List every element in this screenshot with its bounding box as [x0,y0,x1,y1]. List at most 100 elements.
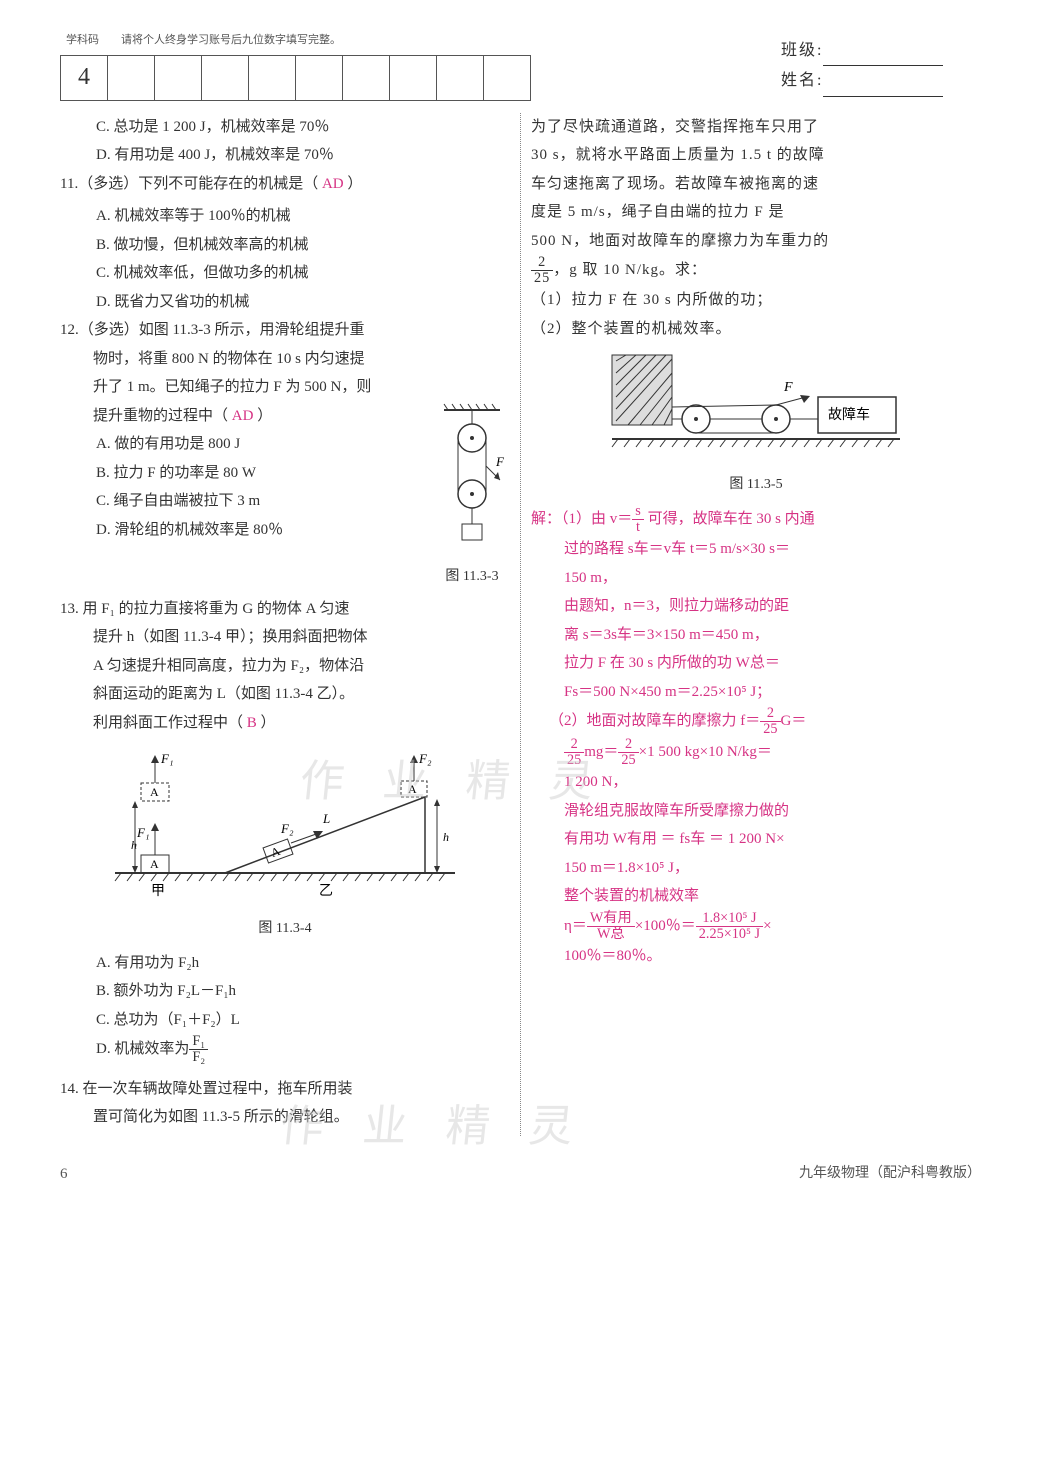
book-title: 九年级物理（配沪科粤教版） [799,1161,981,1188]
sol-l5: 离 s＝3s车＝3×150 m＝450 m， [531,621,981,650]
q11-answer: AD [318,176,347,192]
id-boxes: 4 [60,55,761,101]
sol-l11: 滑轮组克服故障车所受摩擦力做的 [531,797,981,826]
q12: 12.（多选）如图 11.3-3 所示，用滑轮组提升重 物时，将重 800 N … [60,316,510,591]
sol-l14: 整个装置的机械效率 [531,882,981,911]
incline-svg: A F₁ A F₁ h 甲 A F₂ [105,743,465,903]
id-area: 学科码 请将个人终身学习账号后九位数字填写完整。 4 [60,30,761,101]
svg-text:故障车: 故障车 [828,406,870,423]
q11-opt-b: B. 做功慢，但机械效率高的机械 [60,231,510,260]
svg-text:L: L [322,811,330,826]
id-box [389,55,437,101]
columns: C. 总功是 1 200 J，机械效率是 70％ D. 有用功是 400 J，机… [60,113,981,1136]
left-column: C. 总功是 1 200 J，机械效率是 70％ D. 有用功是 400 J，机… [60,113,510,1136]
q11-opt-c: C. 机械效率低，但做功多的机械 [60,259,510,288]
id-box [248,55,296,101]
svg-text:h: h [443,830,449,844]
svg-text:A: A [150,857,159,871]
svg-text:F₁: F₁ [160,751,173,766]
pulley-svg: F [434,402,510,552]
q11-stem-end: ） [347,176,362,192]
sol-l10: 1 200 N， [531,768,981,797]
sol-l1: 解：（1）由 v＝st 可得，故障车在 30 s 内通 [531,504,981,535]
q13-l4: 斜面运动的距离为 L（如图 11.3-4 乙）。 [60,680,510,709]
svg-text:F₁: F₁ [136,825,149,840]
svg-text:F₂: F₂ [418,751,432,766]
svg-text:A: A [408,782,417,796]
q11-opt-d: D. 既省力又省功的机械 [60,288,510,317]
sol-l13: 150 m＝1.8×10⁵ J， [531,854,981,883]
fig-11-3-4: A F₁ A F₁ h 甲 A F₂ [60,743,510,942]
q14-l2: 置可简化为如图 11.3-5 所示的滑轮组。 [60,1103,510,1132]
q13-l5: 利用斜面工作过程中（ B ） [60,709,510,738]
svg-text:乙: 乙 [319,883,333,899]
sol-l8: （2）地面对故障车的摩擦力 f＝225G＝ [531,706,981,737]
fig-11-3-4-label: 图 11.3-4 [60,916,510,943]
id-note: 学科码 请将个人终身学习账号后九位数字填写完整。 [66,30,761,51]
q12-answer: AD [228,408,257,424]
svg-text:F: F [783,380,793,395]
id-box-0: 4 [60,55,108,101]
q13-answer: B [243,715,261,731]
q13-opt-a: A. 有用功为 F₂h [60,949,510,978]
id-box [201,55,249,101]
q10-opt-d: D. 有用功是 400 J，机械效率是 70％ [60,141,510,170]
sol-l2: 过的路程 s车＝v车 t＝5 m/s×30 s＝ [531,535,981,564]
q13-opt-c: C. 总功为（F₁＋F₂）L [60,1006,510,1035]
svg-text:A: A [150,785,159,799]
q14-cont: 为了尽快疏通道路，交警指挥拖车只用了 30 s，就将水平路面上质量为 1.5 t… [531,113,981,343]
footer: 6 九年级物理（配沪科粤教版） [60,1160,981,1189]
q12-line2: 物时，将重 800 N 的物体在 10 s 内匀速提 [60,345,510,374]
svg-text:F₂: F₂ [280,821,294,836]
id-box [483,55,531,101]
sol-l7: Fs＝500 N×450 m＝2.25×10⁵ J； [531,678,981,707]
q13-l3: A 匀速提升相同高度，拉力为 F₂，物体沿 [60,652,510,681]
name-field: 姓名: [781,66,981,96]
force-label: F [495,454,505,469]
sol-l15: η＝W有用W总×100％＝1.8×10⁵ J2.25×10⁵ J× [531,911,981,942]
svg-text:甲: 甲 [151,884,165,899]
q13: 13. 用 F₁ 的拉力直接将重为 G 的物体 A 匀速 提升 h（如图 11.… [60,595,510,738]
fig-11-3-3-label: 图 11.3-3 [434,564,510,591]
p14-q2: （2）整个装置的机械效率。 [531,315,981,344]
meta: 班级: 姓名: [781,30,981,97]
q13-opt-d: D. 机械效率为F₁F₂ [60,1034,510,1065]
tow-svg: F 故障车 [606,349,906,459]
id-box [107,55,155,101]
q12-line1: 12.（多选）如图 11.3-3 所示，用滑轮组提升重 [60,316,510,345]
q13-opt-b: B. 额外功为 F₂L－F₁h [60,977,510,1006]
id-box [154,55,202,101]
fig-11-3-5-label: 图 11.3-5 [531,472,981,499]
p14-l2: 30 s，就将水平路面上质量为 1.5 t 的故障 [531,141,981,170]
p14-l1: 为了尽快疏通道路，交警指挥拖车只用了 [531,113,981,142]
p14-l3: 车匀速拖离了现场。若故障车被拖离的速 [531,170,981,199]
q14: 14. 在一次车辆故障处置过程中，拖车所用装 置可简化为如图 11.3-5 所示… [60,1075,510,1132]
q14-l1: 14. 在一次车辆故障处置过程中，拖车所用装 [60,1075,510,1104]
q12-line3: 升了 1 m。已知绳子的拉力 F 为 500 N，则 [60,373,510,402]
q11: 11.（多选）下列不可能存在的机械是（ AD ） [60,170,510,199]
page-number: 6 [60,1160,68,1189]
sol-l3: 150 m， [531,564,981,593]
q13-l1: 13. 用 F₁ 的拉力直接将重为 G 的物体 A 匀速 [60,595,510,624]
id-box [342,55,390,101]
id-box [295,55,343,101]
solution: 解：（1）由 v＝st 可得，故障车在 30 s 内通 过的路程 s车＝v车 t… [531,504,981,970]
svg-text:h: h [131,838,137,852]
sol-l16: 100％＝80％。 [531,942,981,971]
q10-opt-c: C. 总功是 1 200 J，机械效率是 70％ [60,113,510,142]
sol-l4: 由题知，n＝3，则拉力端移动的距 [531,592,981,621]
p14-q1: （1）拉力 F 在 30 s 内所做的功； [531,286,981,315]
header: 学科码 请将个人终身学习账号后九位数字填写完整。 4 班级: 姓名: [60,30,981,101]
id-box [436,55,484,101]
class-field: 班级: [781,36,981,66]
sol-l12: 有用功 W有用 ＝ fs车 ＝ 1 200 N× [531,825,981,854]
p14-l6: 225，g 取 10 N/kg。求： [531,255,981,286]
q11-opt-a: A. 机械效率等于 100％的机械 [60,202,510,231]
column-divider [520,113,521,1136]
sol-l6: 拉力 F 在 30 s 内所做的功 W总＝ [531,649,981,678]
p14-l4: 度是 5 m/s，绳子自由端的拉力 F 是 [531,198,981,227]
sol-l9: 225mg＝225×1 500 kg×10 N/kg＝ [531,737,981,768]
fig-11-3-3: F 图 11.3-3 [434,402,510,591]
right-column: 为了尽快疏通道路，交警指挥拖车只用了 30 s，就将水平路面上质量为 1.5 t… [531,113,981,1136]
p14-l5: 500 N，地面对故障车的摩擦力为车重力的 [531,227,981,256]
